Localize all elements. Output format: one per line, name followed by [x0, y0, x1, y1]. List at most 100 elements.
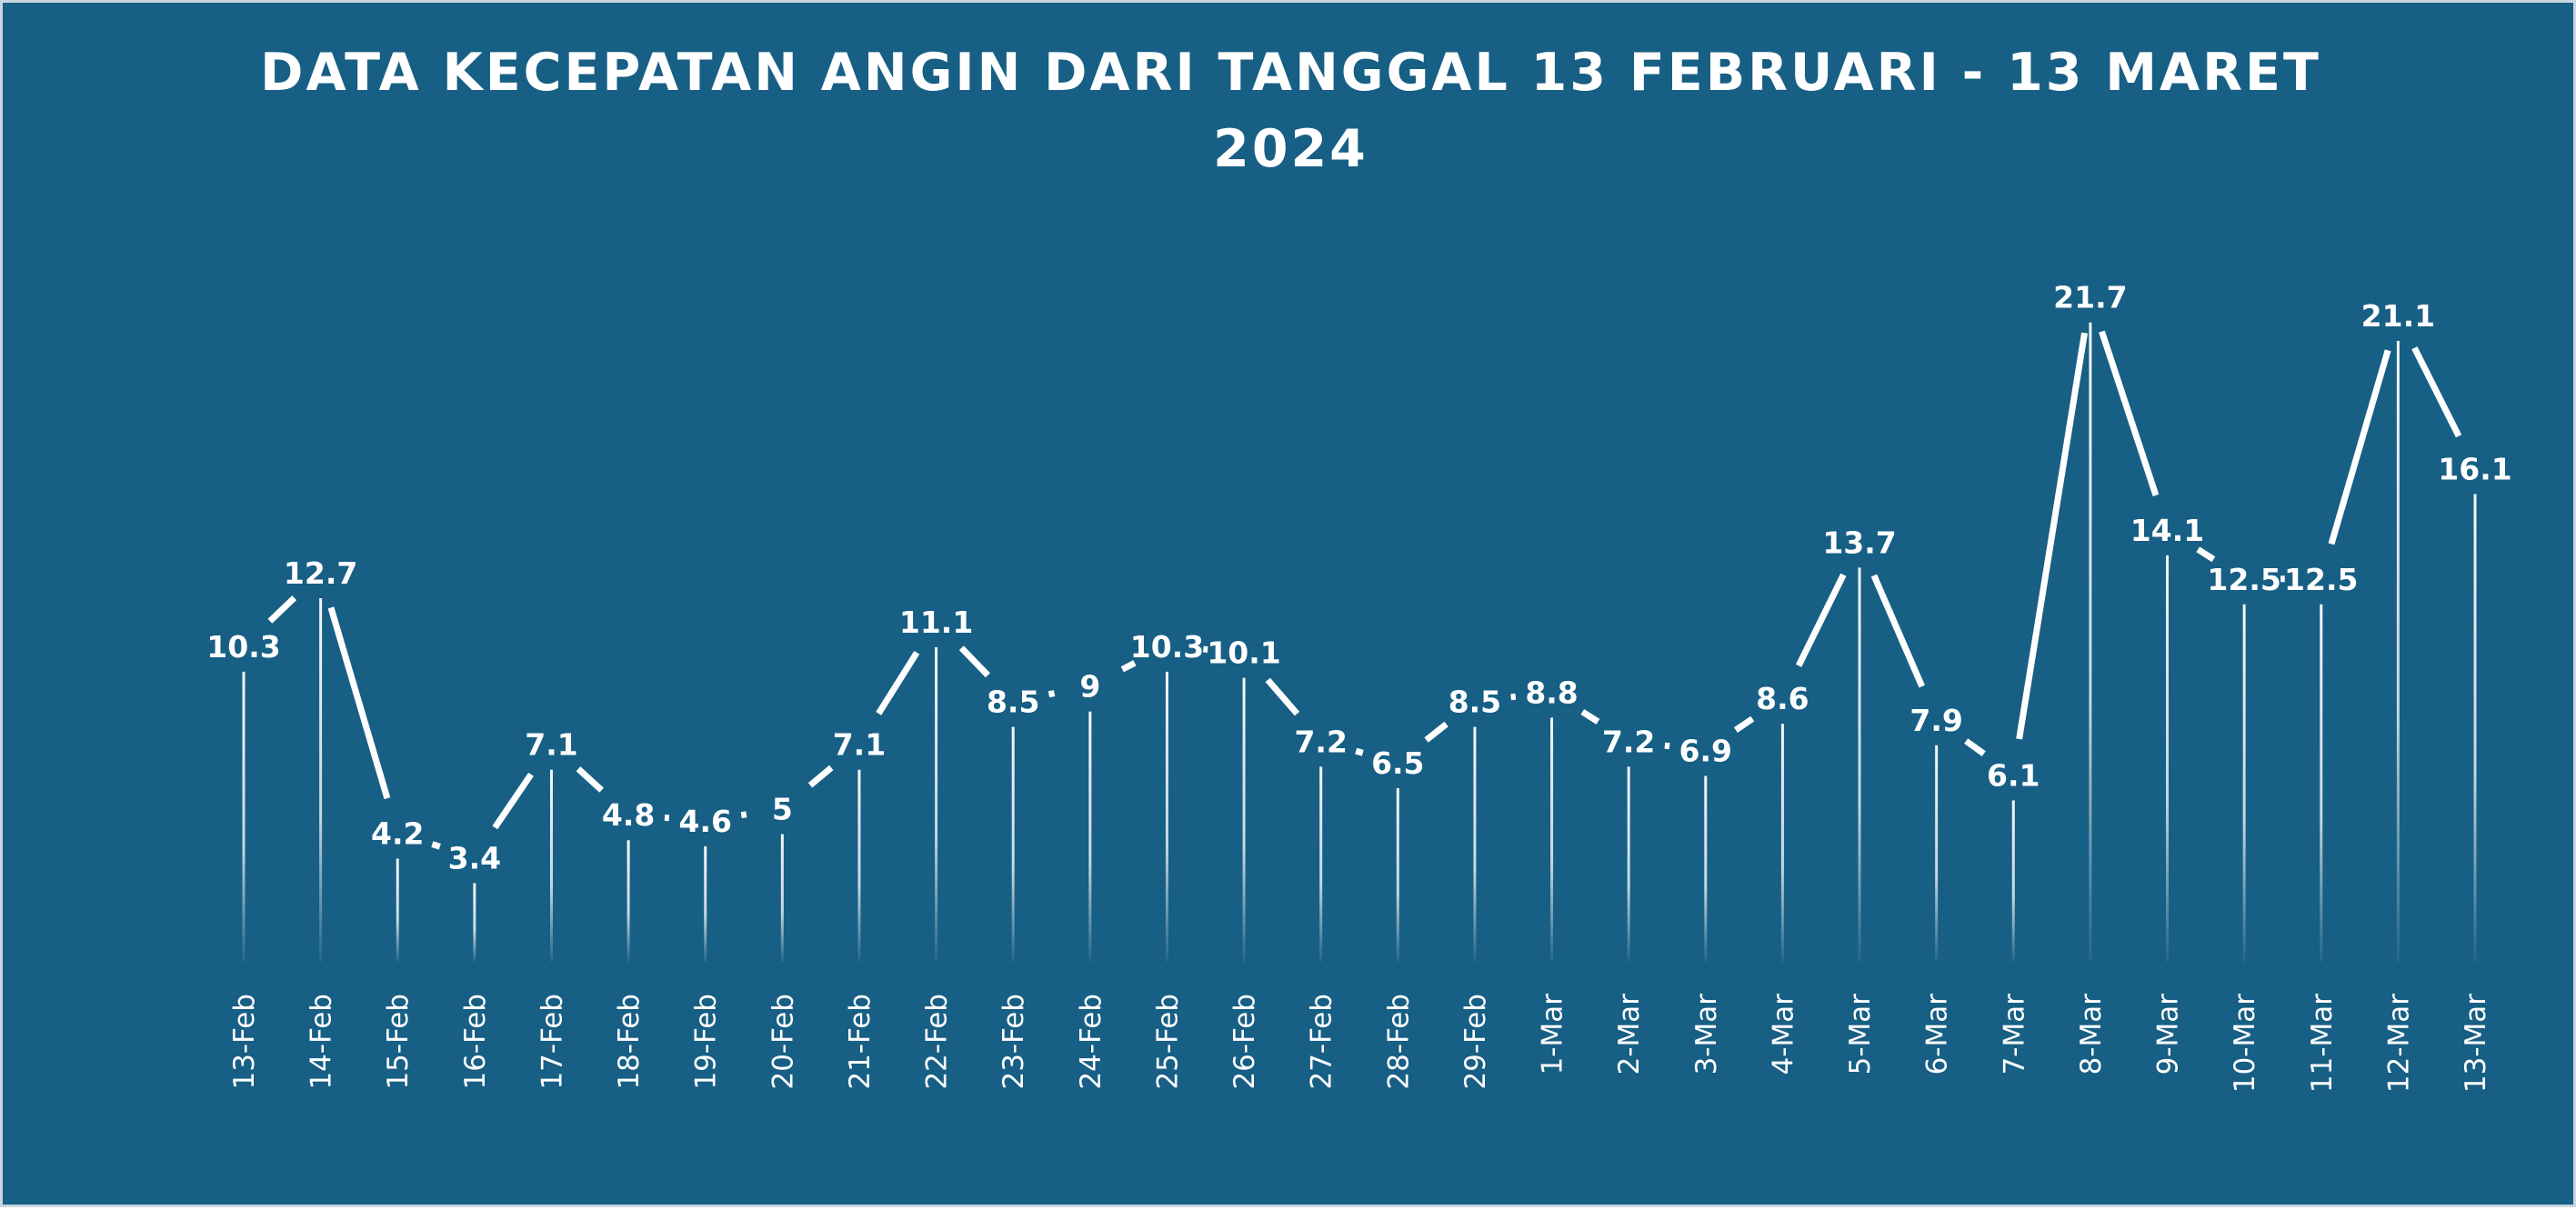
- x-tick-label: 9-Mar: [2152, 994, 2185, 1075]
- series-line-segment: [2414, 348, 2459, 436]
- x-tick-label: 8-Mar: [2075, 994, 2108, 1075]
- data-label: 11.1: [899, 605, 973, 640]
- data-label: 4.8: [602, 797, 655, 833]
- data-label: 7.2: [1602, 724, 1655, 759]
- drop-line: [243, 672, 246, 962]
- data-label: 8.6: [1756, 681, 1809, 716]
- data-label: 7.1: [525, 727, 577, 763]
- drop-line: [1319, 766, 1322, 962]
- drop-line: [1166, 672, 1168, 962]
- drop-line: [1935, 745, 1938, 962]
- drop-line: [1628, 766, 1630, 962]
- drop-line: [2243, 605, 2246, 962]
- x-tick-label: 25-Feb: [1151, 994, 1184, 1090]
- drop-line: [2320, 605, 2322, 962]
- series-line-segment: [961, 648, 987, 675]
- series-line-segment: [1582, 712, 1598, 722]
- x-tick-label: 12-Mar: [2382, 994, 2415, 1093]
- series-line-segment: [1048, 694, 1054, 695]
- drop-line: [1704, 775, 1707, 962]
- series-line-segment: [1268, 680, 1297, 714]
- series-line-segment: [1427, 724, 1447, 740]
- drop-line: [2012, 800, 2015, 962]
- drop-line: [2474, 494, 2477, 962]
- x-tick-label: 14-Feb: [306, 994, 338, 1090]
- drop-line: [1781, 724, 1784, 962]
- data-label: 14.1: [2130, 513, 2204, 548]
- drop-line: [1012, 727, 1015, 962]
- drop-line: [1088, 712, 1091, 962]
- data-label: 21.1: [2361, 298, 2435, 334]
- x-tick-label: 23-Feb: [997, 994, 1030, 1090]
- series-line-segment: [2101, 332, 2156, 495]
- data-label: 12.7: [284, 555, 357, 591]
- series-line-segment: [878, 653, 917, 714]
- data-label: 8.8: [1525, 675, 1578, 710]
- data-label: 4.6: [678, 804, 731, 839]
- data-label: 8.5: [987, 685, 1039, 720]
- data-label: 8.5: [1448, 685, 1501, 720]
- drop-line: [473, 883, 476, 962]
- x-tick-label: 11-Mar: [2306, 994, 2339, 1093]
- data-label: 12.5: [2207, 562, 2280, 597]
- drop-line: [396, 858, 399, 962]
- x-tick-label: 6-Mar: [1921, 994, 1954, 1075]
- series-line-segment: [1874, 575, 1922, 686]
- data-label: 10.1: [1207, 635, 1280, 671]
- drop-line: [1397, 788, 1399, 962]
- data-label: 7.2: [1294, 724, 1347, 759]
- drop-line: [2089, 323, 2091, 962]
- drop-line: [550, 770, 553, 962]
- x-tick-label: 13-Mar: [2460, 994, 2492, 1093]
- x-tick-label: 21-Feb: [844, 994, 877, 1090]
- data-label: 10.3: [1130, 629, 1204, 665]
- drop-line: [2166, 555, 2169, 962]
- series-line-segment: [1799, 575, 1843, 665]
- drop-line: [857, 770, 860, 962]
- series-line-segment: [270, 598, 295, 622]
- series-line-segment: [331, 607, 387, 798]
- data-label: 5: [772, 792, 793, 827]
- x-tick-label: 24-Feb: [1075, 994, 1108, 1090]
- data-label: 16.1: [2438, 451, 2511, 486]
- drop-line: [2397, 341, 2400, 962]
- series-line-segment: [1511, 696, 1516, 697]
- data-label: 6.1: [1987, 757, 2040, 793]
- drop-line: [781, 835, 784, 963]
- x-tick-label: 28-Feb: [1382, 994, 1415, 1090]
- drop-line: [935, 647, 937, 962]
- data-label: 13.7: [1822, 525, 1896, 560]
- series-line-segment: [432, 845, 439, 847]
- x-tick-label: 2-Mar: [1613, 994, 1646, 1075]
- x-tick-label: 22-Feb: [921, 994, 954, 1090]
- drop-line: [1243, 678, 1246, 962]
- series-line-segment: [495, 775, 531, 827]
- series-line-segment: [1966, 741, 1984, 754]
- x-tick-label: 4-Mar: [1767, 994, 1799, 1075]
- data-label: 4.2: [371, 815, 424, 851]
- data-label: 7.1: [833, 727, 886, 763]
- series-line-segment: [578, 769, 602, 790]
- x-tick-label: 1-Mar: [1537, 994, 1569, 1075]
- x-tick-label: 15-Feb: [382, 994, 415, 1090]
- data-label: 12.5: [2284, 562, 2358, 597]
- drop-line: [627, 840, 630, 962]
- x-tick-label: 26-Feb: [1228, 994, 1261, 1090]
- data-label: 6.9: [1679, 733, 1732, 768]
- series-line-segment: [1356, 751, 1363, 753]
- drop-line: [704, 846, 707, 962]
- drop-line: [1550, 717, 1553, 962]
- x-tick-label: 3-Mar: [1690, 994, 1723, 1075]
- series-line-segment: [2331, 350, 2388, 544]
- x-tick-label: 29-Feb: [1459, 994, 1492, 1090]
- x-tick-label: 27-Feb: [1306, 994, 1338, 1090]
- drop-line: [319, 598, 322, 962]
- data-label: 6.5: [1371, 745, 1424, 781]
- data-label: 7.9: [1909, 703, 1962, 738]
- series-line-segment: [1736, 719, 1752, 730]
- data-label: 9: [1079, 669, 1100, 705]
- data-label: 3.4: [448, 840, 501, 875]
- x-tick-label: 18-Feb: [613, 994, 646, 1090]
